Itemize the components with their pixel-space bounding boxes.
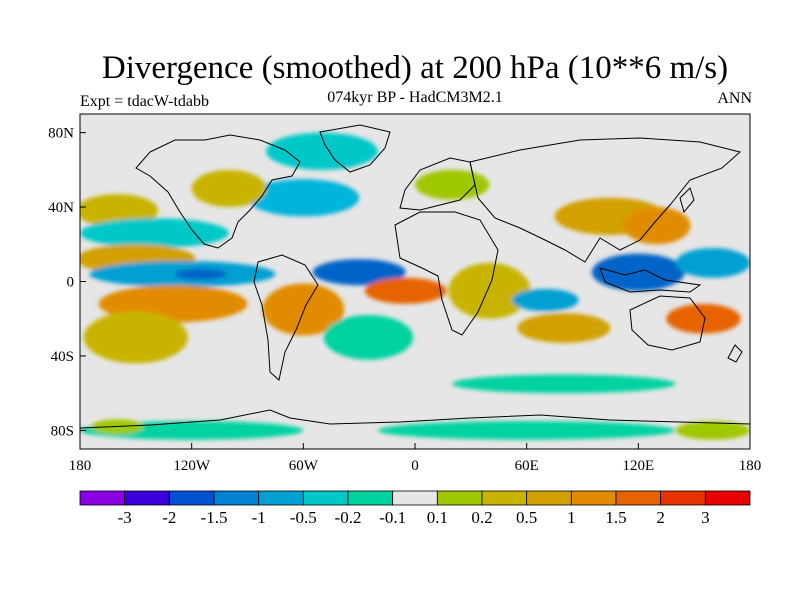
field-antarctic-negative-east [377,421,676,440]
x-tick-label: 180 [69,458,92,474]
colorbar-swatch [526,490,572,506]
field-north-atlantic-negative [247,179,360,217]
colorbar-swatch [347,490,394,506]
coastline-asia [469,137,742,263]
divergence-field [80,132,750,440]
y-tick-label: 80N [48,126,74,142]
x-tick-label: 60W [289,458,319,474]
colorbar-swatch [660,490,706,506]
y-tick-label: 80S [51,423,74,439]
colorbar-swatch [392,490,438,506]
colorbar-label: 2 [656,508,665,527]
coastline-antarctica [80,409,750,429]
coastline-australia [629,295,706,351]
experiment-label: Expt = tdacW-tdabb [80,93,209,110]
coastline-north-america [135,134,301,249]
field-antarctic-positive-east [675,421,750,440]
colorbar-label: -0.5 [290,508,317,527]
colorbar-label: -0.1 [379,508,406,527]
field-north-america-positive [191,169,267,208]
coastline-greenland [319,124,391,173]
colorbar-label: -3 [118,508,132,527]
colorbar-swatch [302,490,349,506]
field-south-atlantic-negative [323,315,414,360]
colorbar-swatch [570,490,617,506]
colorbar-label: 0.2 [471,508,492,527]
plot-title: Divergence (smoothed) at 200 hPa (10**6 … [101,50,729,86]
colorbar-label: -1 [252,508,266,527]
map-axes: 180 120W 60W 0 60E 120E 180 80N 40N 0 40S 80S [48,126,761,474]
x-tick-label: 0 [411,458,419,474]
field-maritime-continent-negative [591,253,685,291]
coastline-maritime-continent [599,267,702,293]
field-equatorial-atlantic-positive [364,277,447,304]
coastline-japan [679,187,695,214]
colorbar-swatch [615,490,662,506]
colorbar-label: 0.5 [516,508,537,527]
model-subtitle: 074kyr BP - HadCM3M2.1 [327,89,503,106]
colorbar-swatch [704,490,751,506]
x-tick-label: 180 [739,458,762,474]
field-greenland-negative [266,132,378,170]
colorbar-swatch [436,490,483,506]
colorbar-swatch [124,490,170,506]
colorbar-label: 0.1 [427,508,448,527]
colorbar-label: -1.5 [201,508,228,527]
field-indian-ocean-positive [517,313,611,343]
period-label: ANN [717,90,752,107]
colorbar-label: 1.5 [605,508,626,527]
field-west-pacific-negative [675,248,750,278]
colorbar-swatch [79,490,126,506]
field-south-america-positive [262,283,345,336]
x-tick-label: 120E [622,458,654,474]
x-tick-label: 120W [173,458,211,474]
colorbar-label: 1 [567,508,576,527]
x-tick-label: 60E [515,458,539,474]
colorbar-swatch [168,490,215,506]
colorbar: -3 -2 -1.5 -1 -0.5 -0.2 -0.1 0.1 0.2 0.5 1 1.5 2 3 [79,490,751,527]
colorbar-label: -0.2 [335,508,362,527]
field-tropical-atlantic-negative [312,259,406,286]
field-eastern-pacific-itcz-core [174,268,228,280]
coastline-africa [394,211,499,336]
field-subpolar-south-negative [452,374,676,394]
y-tick-label: 40N [48,200,74,216]
y-tick-label: 0 [67,275,75,291]
field-indian-ocean-negative [511,288,579,312]
y-tick-label: 40S [51,349,74,365]
colorbar-label: 3 [701,508,710,527]
colorbar-swatch [258,490,304,506]
field-north-pacific-negative-band [80,218,229,248]
field-southwest-pacific-positive [666,303,741,334]
coastline-new-zealand [727,344,743,363]
field-south-pacific-positive [83,311,188,364]
colorbar-swatch [213,490,260,506]
colorbar-swatch [481,490,528,506]
colorbar-label: -2 [162,508,176,527]
field-east-asia-positive [623,207,691,245]
coastline-south-america [253,254,319,381]
field-europe-positive [415,169,490,200]
field-africa-positive [448,262,531,319]
coastlines [80,124,750,429]
